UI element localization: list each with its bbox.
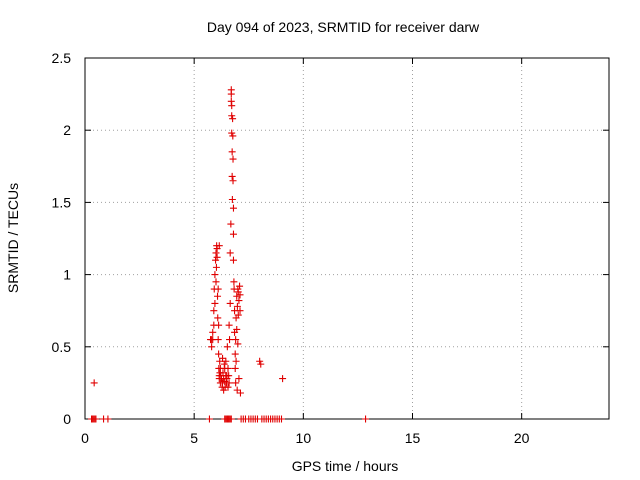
data-point <box>90 379 98 387</box>
data-point <box>234 311 242 319</box>
data-point <box>227 90 235 98</box>
data-point <box>224 383 232 391</box>
data-point <box>236 282 244 290</box>
data-point <box>228 196 236 204</box>
data-point <box>226 249 234 257</box>
y-tick-label: 0.5 <box>52 339 72 355</box>
x-tick-label: 15 <box>405 430 421 446</box>
data-point <box>228 129 236 137</box>
data-point <box>278 415 285 423</box>
data-point <box>229 256 237 264</box>
y-tick-label: 0 <box>63 411 71 427</box>
data-point <box>214 285 222 293</box>
data-point <box>233 302 241 310</box>
data-point <box>256 357 264 365</box>
data-point <box>232 336 240 344</box>
plot-frame <box>84 57 610 420</box>
data-point <box>235 297 243 305</box>
data-point <box>225 372 233 380</box>
data-point <box>233 292 241 300</box>
data-point <box>210 307 218 315</box>
data-point <box>279 375 287 383</box>
x-axis-label: GPS time / hours <box>292 458 399 474</box>
data-point <box>209 328 217 336</box>
grid-lines <box>85 58 609 419</box>
data-point <box>229 115 237 123</box>
data-point <box>213 253 221 261</box>
data-point <box>228 102 236 110</box>
data-point <box>215 321 223 329</box>
data-point <box>228 112 236 120</box>
data-point <box>211 299 219 307</box>
data-point <box>225 379 233 387</box>
y-tick-label: 2 <box>63 122 71 138</box>
data-point <box>223 343 231 351</box>
data-point <box>214 314 222 322</box>
x-tick-label: 0 <box>81 430 89 446</box>
data-point <box>227 415 235 423</box>
chart-title: Day 094 of 2023, SRMTID for receiver dar… <box>207 19 480 35</box>
data-point <box>234 288 242 296</box>
data-point <box>214 336 222 344</box>
data-point <box>208 343 216 351</box>
data-point <box>362 415 370 423</box>
data-point <box>229 177 237 185</box>
data-point <box>219 354 227 362</box>
data-point <box>229 132 237 140</box>
data-point <box>227 220 235 228</box>
x-tick-label: 20 <box>514 430 530 446</box>
data-point <box>214 292 222 300</box>
data-point <box>232 357 240 365</box>
data-point <box>220 386 228 394</box>
y-axis-label: SRMTID / TECUs <box>5 183 21 293</box>
data-point <box>236 307 244 315</box>
data-point <box>212 256 220 264</box>
axis-ticks: 0 5 10 15 20 0 0.5 1 1.5 2 2.5 <box>52 50 609 446</box>
data-point <box>228 148 236 156</box>
data-point <box>215 350 223 358</box>
data-point <box>229 155 237 163</box>
data-point <box>92 415 100 423</box>
data-point <box>212 263 220 271</box>
y-tick-label: 1.5 <box>52 194 72 210</box>
data-point <box>233 386 241 394</box>
data-point <box>225 321 233 329</box>
data-point <box>212 278 220 286</box>
x-tick-label: 10 <box>296 430 312 446</box>
data-point <box>231 350 239 358</box>
data-point <box>212 249 220 257</box>
data-point <box>229 230 237 238</box>
data-point <box>205 415 213 423</box>
data-point <box>226 299 234 307</box>
x-tick-label: 5 <box>190 430 198 446</box>
data-point <box>230 278 238 286</box>
data-point <box>224 364 232 372</box>
data-point <box>235 375 243 383</box>
data-point <box>222 357 230 365</box>
data-point <box>236 389 244 397</box>
data-point <box>229 204 237 212</box>
data-point <box>232 379 240 387</box>
data-point <box>226 336 234 344</box>
data-point <box>233 325 241 333</box>
data-point <box>215 242 223 250</box>
data-point <box>211 271 219 279</box>
data-point <box>257 360 265 368</box>
data-point <box>236 291 244 299</box>
data-point <box>231 364 239 372</box>
data-points <box>88 86 370 423</box>
data-point <box>234 340 242 348</box>
y-tick-label: 1 <box>63 267 71 283</box>
y-tick-label: 2.5 <box>52 50 72 66</box>
data-point <box>104 415 112 423</box>
data-point <box>228 172 236 180</box>
